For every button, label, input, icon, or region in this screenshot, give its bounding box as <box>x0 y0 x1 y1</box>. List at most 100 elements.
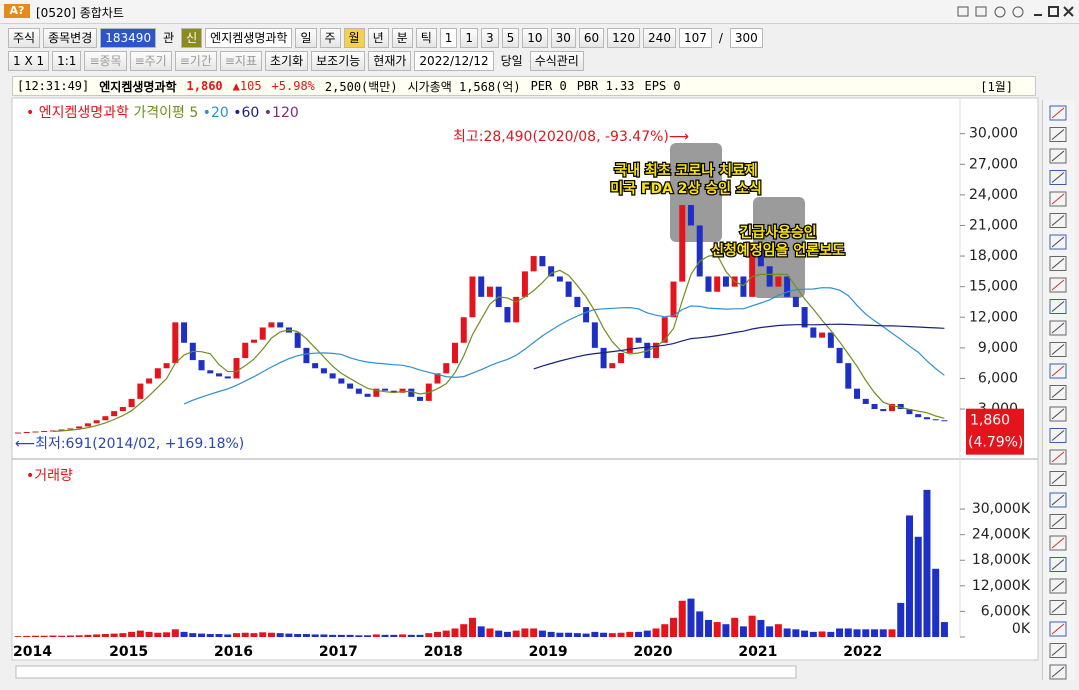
tool-glyph[interactable] <box>1051 451 1065 463</box>
window-controls[interactable] <box>956 3 1076 21</box>
toolbar-button[interactable]: 분 <box>391 28 413 48</box>
tool-icon[interactable] <box>1049 471 1067 486</box>
tool-glyph[interactable] <box>1051 537 1065 549</box>
tool-icon[interactable] <box>1049 363 1067 379</box>
tool-icon[interactable] <box>1049 621 1067 637</box>
tool-glyph[interactable] <box>1051 215 1065 226</box>
toolbar-button[interactable]: 년 <box>367 28 389 48</box>
tool-icon[interactable] <box>1049 578 1067 594</box>
tool-glyph[interactable] <box>1051 129 1065 140</box>
tool-glyph[interactable] <box>1051 580 1065 592</box>
toolbar-button[interactable]: 엔지켐생명과학 <box>205 28 293 48</box>
icon[interactable] <box>957 6 969 17</box>
tool-glyph[interactable] <box>1051 107 1065 119</box>
tool-glyph[interactable] <box>1051 623 1065 635</box>
tool-glyph[interactable] <box>1051 666 1065 678</box>
icon[interactable] <box>1012 6 1024 18</box>
toolbar-button[interactable]: 틱 <box>415 28 437 48</box>
tool-icon[interactable] <box>1049 514 1067 529</box>
toolbar-button[interactable]: 관 <box>163 31 175 45</box>
tool-glyph[interactable] <box>1051 258 1065 269</box>
tool-glyph[interactable] <box>1051 322 1065 334</box>
tool-glyph[interactable] <box>1051 516 1065 527</box>
toolbar-button[interactable]: 초기화 <box>265 51 309 71</box>
tool-glyph[interactable] <box>1051 494 1065 506</box>
tool-glyph[interactable] <box>1051 559 1065 570</box>
tool-icon[interactable] <box>1049 299 1067 314</box>
tool-icon[interactable] <box>1049 406 1067 422</box>
tool-glyph[interactable] <box>1051 645 1065 656</box>
tool-icon[interactable] <box>1049 600 1067 615</box>
tool-glyph[interactable] <box>1051 301 1065 312</box>
toolbar-button[interactable]: ≡기간 <box>174 51 217 71</box>
tool-glyph[interactable] <box>1051 344 1065 355</box>
tool-icon[interactable] <box>1049 148 1067 164</box>
toolbar-button[interactable]: 2022/12/12 <box>414 51 494 71</box>
toolbar-button[interactable]: 종목변경 <box>43 28 98 48</box>
tool-glyph[interactable] <box>1051 236 1065 248</box>
tool-glyph[interactable] <box>1051 172 1065 183</box>
tool-icon[interactable] <box>1049 170 1067 185</box>
tool-glyph[interactable] <box>1051 602 1065 613</box>
tool-icon[interactable] <box>1049 277 1067 293</box>
tool-icon[interactable] <box>1049 428 1067 443</box>
toolbar-button[interactable]: 수식관리 <box>529 51 584 71</box>
tool-glyph[interactable] <box>1051 473 1065 484</box>
toolbar-button[interactable]: 30 <box>550 28 576 48</box>
toolbar-button[interactable]: 240 <box>643 28 676 48</box>
tool-glyph[interactable] <box>1051 365 1065 377</box>
icon[interactable] <box>994 6 1006 18</box>
toolbar-button[interactable]: ≡주기 <box>129 51 172 71</box>
toolbar-button[interactable]: 120 <box>607 28 641 48</box>
tool-icon[interactable] <box>1049 234 1067 250</box>
toolbar-button[interactable]: / <box>718 31 723 45</box>
tool-icon[interactable] <box>1049 492 1067 508</box>
toolbar-button[interactable]: 월 <box>343 28 365 48</box>
tool-glyph[interactable] <box>1051 279 1065 291</box>
toolbar-button[interactable]: 당일 <box>500 54 523 68</box>
toolbar-button[interactable]: 60 <box>578 28 605 48</box>
tool-icon[interactable] <box>1049 191 1067 207</box>
tool-icon[interactable] <box>1049 105 1067 121</box>
tool-icon[interactable] <box>1049 535 1067 551</box>
toolbar-button[interactable]: 보조기능 <box>311 51 366 71</box>
tool-glyph[interactable] <box>1051 150 1065 162</box>
tool-icon[interactable] <box>1049 664 1067 680</box>
toolbar-button[interactable]: 주 <box>319 28 341 48</box>
tool-icon[interactable] <box>1049 256 1067 271</box>
tool-icon[interactable] <box>1049 449 1067 465</box>
toolbar-button[interactable]: 1 <box>439 28 458 48</box>
tool-icon[interactable] <box>1049 557 1067 572</box>
toolbar-button[interactable]: 1:1 <box>52 51 82 71</box>
tool-glyph[interactable] <box>1051 387 1065 398</box>
tool-glyph[interactable] <box>1051 430 1065 441</box>
tool-icon[interactable] <box>1049 342 1067 357</box>
y-tick-label: 30,000 <box>969 126 1018 142</box>
maximize[interactable] <box>1048 6 1059 17</box>
tool-icon[interactable] <box>1049 643 1067 658</box>
toolbar-button[interactable]: ≡종목 <box>84 51 127 71</box>
toolbar-button[interactable]: 10 <box>522 28 548 48</box>
tool-glyph[interactable] <box>1051 408 1065 420</box>
toolbar-button[interactable]: 183490 <box>100 28 157 48</box>
toolbar-button[interactable]: ≡지표 <box>219 51 262 71</box>
tool-icons[interactable] <box>1043 100 1075 680</box>
tool-glyph[interactable] <box>1051 193 1065 205</box>
toolbar-button[interactable]: 일 <box>295 28 317 48</box>
toolbar-button[interactable]: 300 <box>729 28 763 48</box>
toolbar-button[interactable]: 신 <box>181 28 203 48</box>
tool-icon[interactable] <box>1049 127 1067 142</box>
tool-icon[interactable] <box>1049 213 1067 228</box>
tool-icon[interactable] <box>1049 385 1067 400</box>
tool-icon[interactable] <box>1049 320 1067 336</box>
toolbar-button[interactable]: 1 <box>460 28 479 48</box>
toolbar-button[interactable]: 1 X 1 <box>8 51 50 71</box>
toolbar-button[interactable]: 주식 <box>8 28 41 48</box>
toolbar-button[interactable]: 5 <box>501 28 520 48</box>
toolbar-button[interactable]: 3 <box>481 28 499 48</box>
scroll-track[interactable] <box>15 665 797 679</box>
toolbar-button[interactable]: 107 <box>678 28 712 48</box>
close[interactable] <box>1063 6 1074 17</box>
toolbar-button[interactable]: 현재가 <box>368 51 412 71</box>
icon[interactable] <box>975 6 987 17</box>
